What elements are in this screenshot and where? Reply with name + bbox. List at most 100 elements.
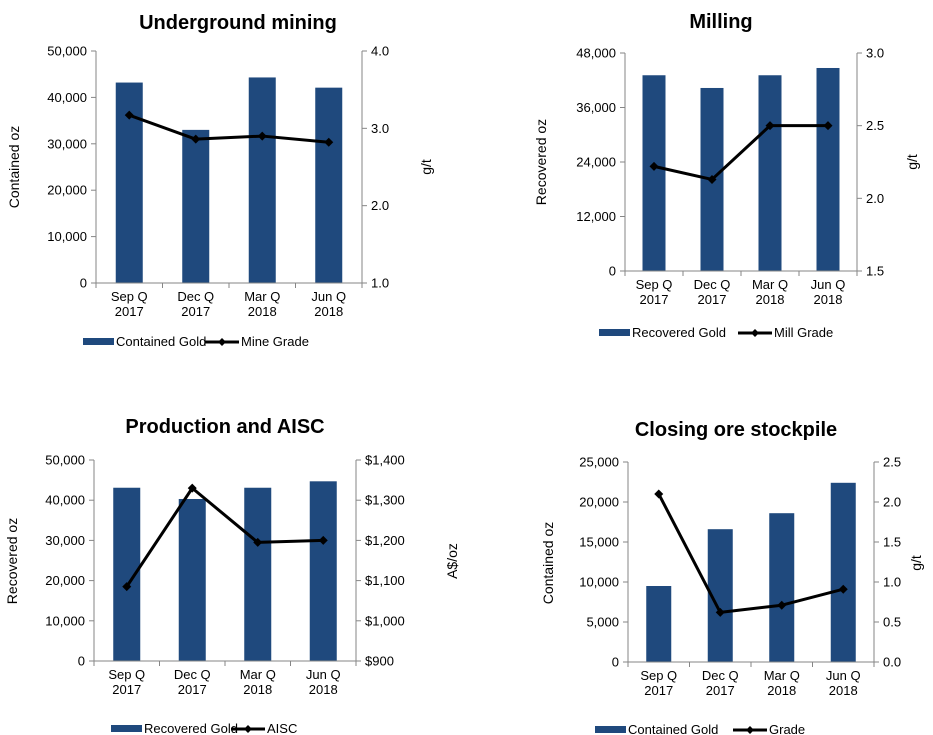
x-tick-label: Mar Q 2018 — [764, 668, 800, 698]
line-point — [765, 121, 775, 131]
line-series — [653, 124, 828, 181]
x-tick-label: Sep Q 2017 — [108, 667, 145, 697]
chart-title: Underground mining — [139, 12, 337, 34]
chart-milling: Milling Recovered oz g/t 0 12,000 24,000 36… — [533, 11, 920, 340]
legend-label: Grade — [769, 722, 805, 735]
legend-marker — [218, 338, 226, 346]
y2-tick-label: 4.0 — [371, 44, 389, 59]
line-point — [654, 489, 664, 499]
line-point — [318, 535, 328, 545]
y-tick-label: 25,000 — [579, 455, 619, 470]
y2-axis-label: g/t — [904, 154, 920, 170]
bar — [642, 75, 666, 271]
x-tick-label: Mar Q 2018 — [240, 667, 276, 697]
legend-swatch-bar — [599, 329, 630, 336]
line-point — [191, 134, 201, 144]
y2-axis-label: g/t — [418, 159, 434, 175]
y-axis-label: Recovered oz — [533, 119, 549, 205]
y-tick-label: 48,000 — [576, 46, 616, 61]
y-tick-label: 30,000 — [47, 136, 87, 151]
x-tick-label: Jun Q 2018 — [826, 668, 861, 698]
chart-closing-ore-stockpile: Closing ore stockpile Contained oz g/t 0… — [540, 419, 924, 735]
y2-tick-label: $1,000 — [365, 613, 405, 628]
y-tick-label: 12,000 — [576, 209, 616, 224]
line-point — [253, 537, 263, 547]
y-tick-label: 15,000 — [579, 535, 619, 550]
y2-axis-label: A$/oz — [444, 543, 460, 579]
bar — [816, 67, 840, 271]
legend-swatch-bar — [595, 726, 626, 733]
line-point — [707, 174, 717, 184]
y2-tick-label: 1.0 — [371, 276, 389, 291]
y2-tick-label: 3.0 — [371, 121, 389, 136]
x-tick-label: Jun Q 2018 — [311, 289, 346, 319]
legend-swatch-bar — [83, 338, 114, 345]
x-tick-label: Dec Q 2017 — [177, 289, 214, 319]
legend-label: Mine Grade — [241, 334, 309, 349]
legend-label: Mill Grade — [774, 325, 833, 340]
y-tick-label: 40,000 — [45, 493, 85, 508]
y-tick-label: 20,000 — [579, 495, 619, 510]
line-point — [122, 582, 132, 592]
y2-tick-label: $1,300 — [365, 493, 405, 508]
y2-tick-label: 2.0 — [883, 495, 901, 510]
bar — [769, 513, 795, 662]
bar — [309, 481, 337, 661]
y-tick-label: 5,000 — [586, 615, 619, 630]
y-tick-label: 40,000 — [47, 90, 87, 105]
y2-tick-label: 1.5 — [866, 264, 884, 279]
y-tick-label: 50,000 — [45, 453, 85, 468]
y2-tick-label: 1.5 — [883, 535, 901, 550]
y2-tick-label: 2.0 — [866, 191, 884, 206]
y2-tick-label: $1,400 — [365, 453, 405, 468]
bar — [182, 129, 210, 283]
y-tick-label: 0 — [78, 654, 85, 669]
y-tick-label: 10,000 — [47, 229, 87, 244]
line-series — [128, 113, 329, 144]
chart-title: Production and AISC — [125, 416, 324, 438]
x-tick-label: Mar Q 2018 — [752, 277, 788, 307]
chart-title: Milling — [689, 11, 752, 33]
x-tick-label: Dec Q 2017 — [694, 277, 731, 307]
bar — [758, 75, 782, 271]
x-tick-label: Sep Q 2017 — [111, 289, 148, 319]
line-point — [257, 131, 267, 141]
y2-tick-label: $1,100 — [365, 573, 405, 588]
y2-tick-label: 2.0 — [371, 198, 389, 213]
chart-underground-mining: Underground mining Contained oz g/t 0 10,… — [6, 12, 434, 349]
legend-label: Contained Gold — [116, 334, 206, 349]
line-series — [125, 486, 324, 588]
legend-label: Recovered Gold — [144, 721, 238, 735]
y-tick-label: 0 — [609, 264, 616, 279]
y2-tick-label: 2.5 — [866, 118, 884, 133]
y2-tick-label: 2.5 — [883, 455, 901, 470]
y-tick-label: 10,000 — [45, 613, 85, 628]
line-point — [715, 607, 725, 617]
line-point — [324, 137, 334, 147]
y2-tick-label: 0.0 — [883, 655, 901, 670]
legend-label: Contained Gold — [628, 722, 718, 735]
bar — [315, 87, 343, 283]
bar — [244, 487, 272, 661]
bar — [248, 77, 276, 283]
y-tick-label: 36,000 — [576, 100, 616, 115]
y-tick-label: 0 — [80, 276, 87, 291]
line-series — [657, 493, 844, 614]
x-tick-label: Jun Q 2018 — [306, 667, 341, 697]
legend-label: Recovered Gold — [632, 325, 726, 340]
line-point — [777, 600, 787, 610]
bar — [178, 498, 206, 661]
x-tick-label: Dec Q 2017 — [702, 668, 739, 698]
bar — [830, 482, 856, 662]
y2-axis-label: g/t — [908, 555, 924, 571]
legend-marker — [746, 726, 754, 734]
x-tick-label: Sep Q 2017 — [636, 277, 673, 307]
x-tick-label: Dec Q 2017 — [174, 667, 211, 697]
legend-marker — [244, 725, 252, 733]
line-point — [187, 483, 197, 493]
y-tick-label: 24,000 — [576, 155, 616, 170]
legend-marker — [751, 329, 759, 337]
x-tick-label: Sep Q 2017 — [640, 668, 677, 698]
y-axis-label: Recovered oz — [4, 518, 20, 604]
